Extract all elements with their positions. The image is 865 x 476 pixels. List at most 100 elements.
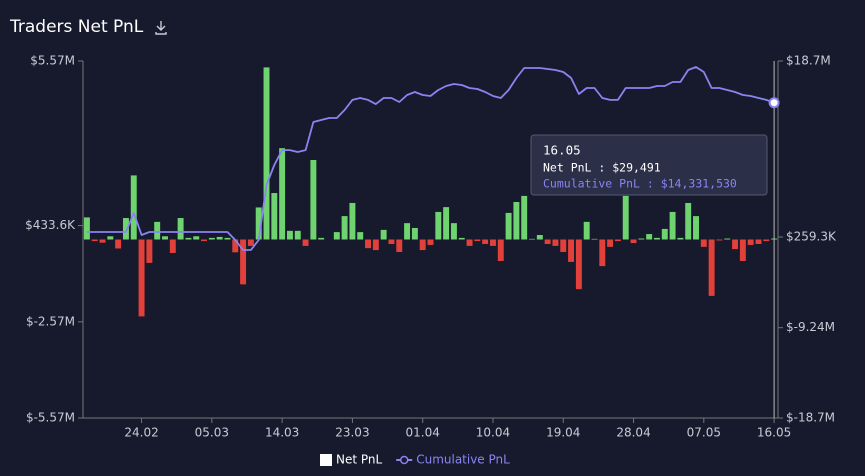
bar bbox=[99, 239, 106, 243]
bar bbox=[271, 193, 278, 240]
bar bbox=[443, 207, 450, 240]
tooltip-title: 16.05 bbox=[543, 143, 581, 158]
bar bbox=[372, 239, 379, 251]
x-tick-label: 28.04 bbox=[616, 426, 650, 440]
bar bbox=[146, 239, 153, 263]
bar bbox=[154, 221, 161, 240]
bar bbox=[653, 237, 660, 240]
x-tick-label: 16.05 bbox=[757, 426, 791, 440]
bar bbox=[138, 239, 145, 317]
line bbox=[86, 66, 775, 251]
bar bbox=[739, 239, 746, 261]
bar bbox=[732, 239, 739, 250]
bar bbox=[614, 239, 621, 242]
bar bbox=[83, 217, 90, 240]
y2-tick-label: $-9.24M bbox=[786, 320, 835, 334]
legend-label: Net PnL bbox=[336, 453, 383, 467]
hover-point bbox=[768, 97, 780, 109]
bar bbox=[755, 239, 762, 244]
bar bbox=[669, 211, 676, 240]
x-tick-label: 24.02 bbox=[124, 426, 158, 440]
bar bbox=[591, 238, 598, 240]
tooltip-box bbox=[530, 134, 768, 196]
bar bbox=[560, 239, 567, 252]
bar bbox=[700, 239, 707, 247]
y-tick-label: $-2.57M bbox=[26, 314, 75, 328]
tooltip-line: Net PnL : $29,491 bbox=[543, 161, 661, 175]
bar bbox=[622, 195, 629, 240]
bar bbox=[279, 148, 286, 240]
bar bbox=[646, 234, 653, 240]
x-tick-label: 19.04 bbox=[546, 426, 580, 440]
bar bbox=[122, 218, 129, 240]
bar bbox=[318, 237, 325, 240]
bar bbox=[482, 239, 489, 244]
bar bbox=[169, 239, 176, 253]
bar bbox=[724, 238, 731, 240]
bar bbox=[333, 232, 340, 240]
bar bbox=[232, 239, 239, 253]
bar bbox=[638, 238, 645, 240]
bar bbox=[747, 239, 754, 245]
bar bbox=[185, 237, 192, 240]
bar bbox=[599, 239, 606, 267]
bar bbox=[208, 237, 215, 240]
bar bbox=[521, 195, 528, 240]
bar bbox=[240, 239, 247, 285]
bar bbox=[177, 218, 184, 240]
bar bbox=[294, 230, 301, 240]
bar bbox=[583, 221, 590, 240]
bar bbox=[677, 237, 684, 240]
bar bbox=[201, 239, 208, 242]
bar bbox=[474, 239, 481, 242]
bar bbox=[450, 223, 457, 240]
bar bbox=[302, 239, 309, 246]
bar bbox=[490, 239, 496, 246]
bar bbox=[224, 237, 231, 240]
bar bbox=[505, 212, 512, 240]
x-tick-label: 23.03 bbox=[335, 426, 369, 440]
legend-swatch bbox=[320, 454, 332, 466]
tooltip-line: Cumulative PnL : $14,331,530 bbox=[543, 177, 737, 191]
bar bbox=[349, 202, 356, 240]
bar bbox=[365, 239, 371, 249]
bar bbox=[162, 236, 168, 240]
x-tick-label: 14.03 bbox=[265, 426, 299, 440]
bar bbox=[396, 239, 403, 252]
legend-dot bbox=[399, 455, 409, 465]
y-tick-label: $5.57M bbox=[30, 54, 75, 68]
bar bbox=[193, 236, 200, 240]
y2-tick-label: $259.3K bbox=[786, 230, 837, 244]
bar bbox=[263, 67, 270, 240]
bar bbox=[341, 216, 348, 240]
y2-tick-label: $18.7M bbox=[786, 54, 831, 68]
bar bbox=[536, 235, 543, 240]
bar bbox=[529, 238, 535, 240]
bar bbox=[310, 160, 317, 240]
x-tick-label: 07.05 bbox=[687, 426, 721, 440]
bar bbox=[685, 202, 692, 240]
bar bbox=[216, 236, 223, 240]
y2-tick-label: $-18.7M bbox=[786, 411, 835, 425]
bar bbox=[716, 239, 723, 241]
y-tick-label: $-5.57M bbox=[26, 411, 75, 425]
bar bbox=[255, 207, 262, 240]
bar bbox=[458, 237, 465, 240]
bar bbox=[763, 239, 770, 242]
bar bbox=[357, 232, 364, 240]
bar bbox=[427, 239, 434, 245]
bar bbox=[513, 202, 520, 240]
bar bbox=[286, 230, 293, 240]
bar bbox=[130, 175, 137, 240]
bar bbox=[466, 239, 473, 246]
bar bbox=[661, 228, 668, 240]
y-tick-label: $433.6K bbox=[25, 218, 76, 232]
download-icon[interactable] bbox=[155, 21, 167, 35]
bar bbox=[552, 239, 559, 246]
bar bbox=[693, 216, 699, 240]
bar bbox=[630, 239, 637, 244]
bar bbox=[575, 239, 582, 290]
bar bbox=[435, 211, 442, 240]
